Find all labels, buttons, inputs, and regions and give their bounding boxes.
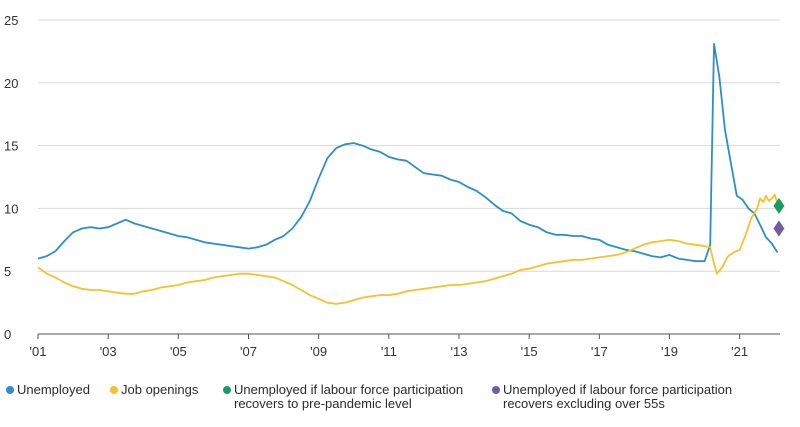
line-chart: 0 5 10 15 20 25 '01 '03 '05 '07 '09 '11 '13 '15 '17 '1… xyxy=(4,13,785,359)
legend-label-excluding-over-55s: Unemployed if labour force participation… xyxy=(503,382,733,411)
series-line-job-openings xyxy=(37,193,779,305)
y-tick-label-20: 20 xyxy=(4,76,18,91)
x-tick-label-2005: '05 xyxy=(170,344,187,359)
x-tick-label-2001: '01 xyxy=(30,344,47,359)
legend-item-excluding-over-55s: Unemployed if labour force participation… xyxy=(492,383,732,411)
y-tick-label-15: 15 xyxy=(4,139,18,154)
x-tick-label-2009: '09 xyxy=(310,344,327,359)
y-tick-label-0: 0 xyxy=(4,327,11,342)
y-axis-ticks: 0 5 10 15 20 25 xyxy=(4,13,18,342)
legend-swatch-excluding-over-55s xyxy=(492,386,500,394)
legend-item-unemployed: Unemployed xyxy=(6,383,90,397)
legend-swatch-pre-pandemic xyxy=(223,386,231,394)
legend-label-job-openings: Job openings xyxy=(121,382,199,397)
chart-markers xyxy=(773,197,785,237)
x-tick-label-2013: '13 xyxy=(451,344,468,359)
diamond-marker-1 xyxy=(773,197,785,214)
series-line-unemployed xyxy=(37,43,779,263)
x-tick-label-2015: '15 xyxy=(521,344,538,359)
diamond-marker-2 xyxy=(773,220,785,237)
legend-label-unemployed: Unemployed xyxy=(17,382,90,397)
x-tick-label-2007: '07 xyxy=(240,344,257,359)
x-tick-label-2011: '11 xyxy=(381,344,397,359)
x-tick-label-2019: '19 xyxy=(661,344,678,359)
legend-label-pre-pandemic: Unemployed if labour force participation… xyxy=(234,382,464,411)
x-tick-label-2003: '03 xyxy=(100,344,117,359)
legend-swatch-job-openings xyxy=(110,386,118,394)
y-tick-label-5: 5 xyxy=(4,264,11,279)
y-tick-label-10: 10 xyxy=(4,201,18,216)
legend-item-job-openings: Job openings xyxy=(110,383,198,397)
y-tick-label-25: 25 xyxy=(4,13,18,28)
chart-series xyxy=(37,43,779,305)
x-tick-label-2017: '17 xyxy=(591,344,608,359)
x-tick-label-2021: '21 xyxy=(731,344,748,359)
legend-swatch-unemployed xyxy=(6,386,14,394)
grid-lines xyxy=(38,19,780,335)
x-axis-ticks: '01 '03 '05 '07 '09 '11 '13 '15 '17 '19 '21 xyxy=(30,334,748,359)
legend-item-pre-pandemic: Unemployed if labour force participation… xyxy=(223,383,463,411)
